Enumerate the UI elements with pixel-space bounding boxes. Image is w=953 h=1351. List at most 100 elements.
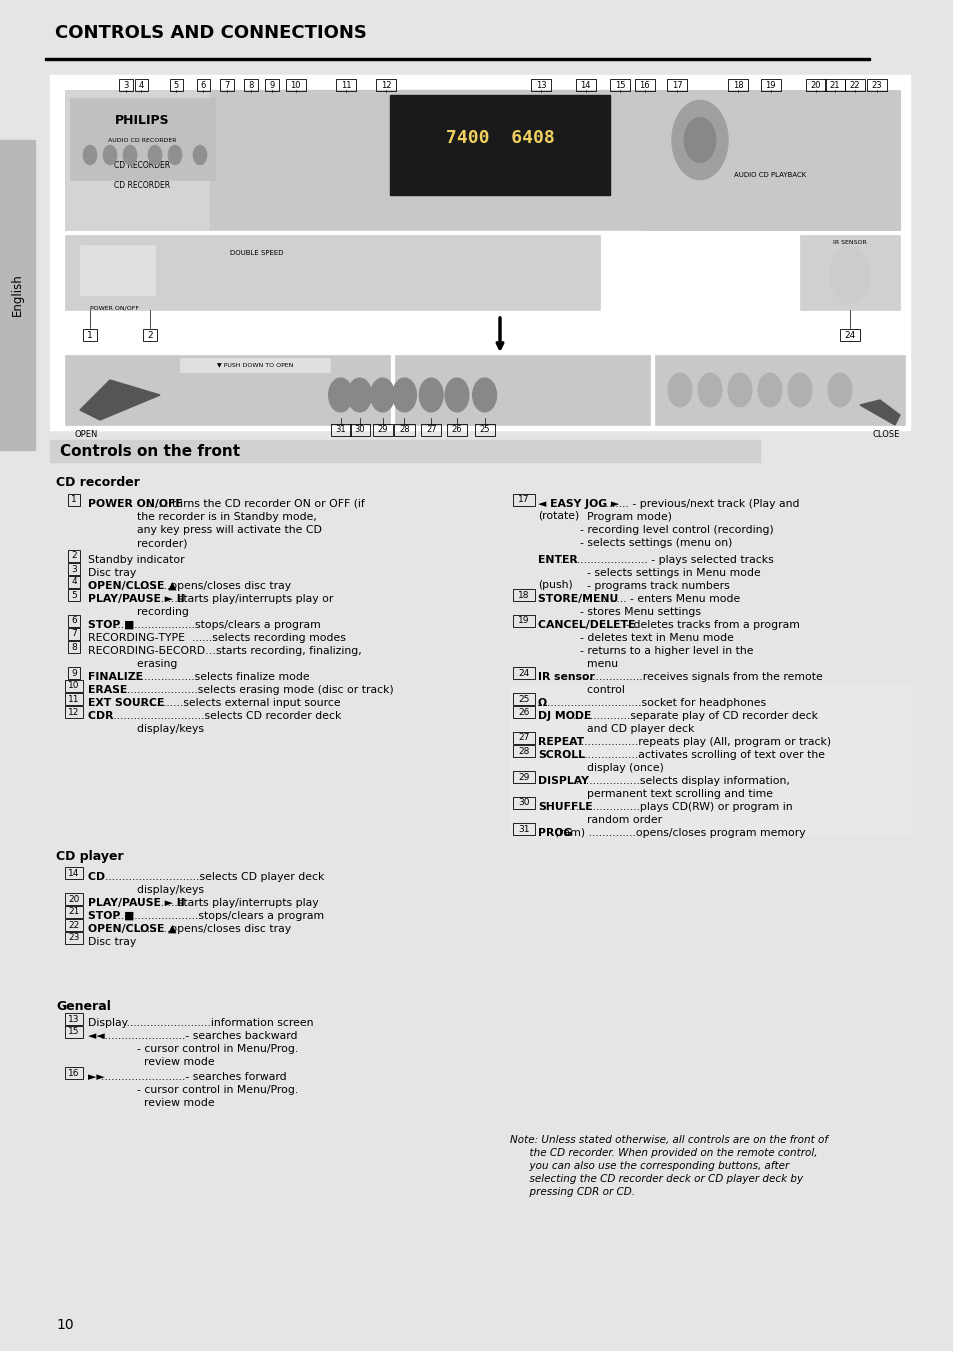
Bar	[45, 58, 869, 59]
Bar	[513, 693, 535, 705]
Text: 23: 23	[69, 934, 80, 943]
Text: 24: 24	[843, 331, 855, 339]
Text: - cursor control in Menu/Prog.: - cursor control in Menu/Prog.	[88, 1044, 298, 1054]
Bar	[68, 494, 80, 505]
Text: 22: 22	[848, 81, 860, 89]
Text: DJ MODE: DJ MODE	[537, 711, 595, 721]
Circle shape	[667, 373, 691, 407]
Bar	[65, 355, 390, 426]
Text: 15: 15	[69, 1028, 80, 1036]
Text: erasing: erasing	[88, 659, 177, 669]
Text: CLOSE: CLOSE	[872, 430, 899, 439]
Text: recording: recording	[88, 607, 189, 617]
Bar	[760, 78, 781, 91]
Text: REPEAT: REPEAT	[537, 738, 583, 747]
Text: - selects settings (menu on): - selects settings (menu on)	[537, 538, 732, 549]
Text: the recorder is in Standby mode,: the recorder is in Standby mode,	[88, 512, 316, 521]
Text: CD player: CD player	[56, 850, 124, 863]
Text: - recording level control (recording): - recording level control (recording)	[537, 526, 773, 535]
Bar	[667, 78, 686, 91]
Text: ......starts play/interrupts play: ......starts play/interrupts play	[153, 898, 317, 908]
Text: 1: 1	[71, 496, 77, 504]
Bar	[513, 589, 535, 601]
Text: 25: 25	[517, 694, 529, 704]
Bar	[644, 91, 899, 230]
Text: ......................repeats play (All, program or track): ......................repeats play (All,…	[563, 738, 830, 747]
Bar	[475, 424, 494, 436]
Bar	[65, 932, 83, 944]
Text: 13: 13	[69, 1015, 80, 1024]
Text: 2: 2	[71, 551, 77, 561]
Text: .......................... - plays selected tracks: .......................... - plays selec…	[559, 555, 773, 565]
Text: .........................- searches backward: .........................- searches back…	[101, 1031, 297, 1042]
Bar	[513, 494, 535, 505]
Text: .....................plays CD(RW) or program in: .....................plays CD(RW) or pro…	[568, 802, 791, 812]
Text: ........turns the CD recorder ON or OFF (if: ........turns the CD recorder ON or OFF …	[145, 499, 364, 509]
Text: 19: 19	[764, 81, 776, 89]
Text: 12: 12	[69, 708, 80, 716]
Bar	[134, 78, 148, 91]
Text: PLAY/PAUSE ► II: PLAY/PAUSE ► II	[88, 594, 185, 604]
Bar	[119, 78, 132, 91]
Text: 19: 19	[517, 616, 529, 626]
Text: permanent text scrolling and time: permanent text scrolling and time	[537, 789, 772, 798]
Bar	[80, 245, 154, 295]
Text: ENTER: ENTER	[537, 555, 578, 565]
Text: CD recorder: CD recorder	[56, 476, 140, 489]
Circle shape	[83, 145, 97, 165]
Text: 4: 4	[138, 81, 144, 89]
Text: ......................activates scrolling of text over the: ......................activates scrollin…	[563, 750, 824, 761]
Text: 31: 31	[335, 426, 346, 435]
Text: 31: 31	[517, 824, 529, 834]
Text: 3: 3	[71, 565, 77, 574]
Text: 16: 16	[639, 81, 650, 89]
Text: General: General	[56, 1000, 111, 1013]
Text: OPEN/CLOSE ▲: OPEN/CLOSE ▲	[88, 924, 176, 934]
Text: 22: 22	[69, 920, 79, 929]
Text: - selects settings in Menu mode: - selects settings in Menu mode	[537, 567, 760, 578]
Bar	[65, 893, 83, 905]
Bar	[65, 1067, 83, 1078]
Bar	[170, 78, 183, 91]
Circle shape	[472, 378, 497, 412]
Bar	[50, 76, 909, 430]
Text: RECORDING-ТYPE  ......selects recording modes: RECORDING-ТYPE ......selects recording m…	[88, 634, 346, 643]
Text: FINALIZE: FINALIZE	[88, 671, 147, 682]
Text: CANCEL/DELETE: CANCEL/DELETE	[537, 620, 639, 630]
Text: AUDIO CD RECORDER: AUDIO CD RECORDER	[108, 138, 176, 142]
Text: 29: 29	[517, 773, 529, 781]
Bar	[65, 235, 599, 309]
Bar	[83, 328, 96, 340]
Text: POWER ON/OFF: POWER ON/OFF	[88, 499, 186, 509]
Text: 9: 9	[71, 669, 77, 677]
Text: 17: 17	[517, 496, 529, 504]
Bar	[372, 424, 393, 436]
Bar	[0, 141, 35, 450]
Bar	[210, 91, 649, 230]
Text: you can also use the corresponding buttons, after: you can also use the corresponding butto…	[510, 1161, 788, 1171]
Text: pressing CDR or CD.: pressing CDR or CD.	[510, 1188, 635, 1197]
Text: 18: 18	[517, 590, 529, 600]
Text: 21: 21	[69, 908, 80, 916]
Circle shape	[683, 118, 716, 162]
Text: control: control	[537, 685, 624, 694]
Text: 14: 14	[579, 81, 591, 89]
Text: ◄ EASY JOG ►: ◄ EASY JOG ►	[537, 499, 622, 509]
Circle shape	[727, 373, 751, 407]
Text: ....... - deletes tracks from a program: ....... - deletes tracks from a program	[598, 620, 800, 630]
Text: menu: menu	[537, 659, 618, 669]
Text: 2: 2	[147, 331, 152, 339]
Text: 9: 9	[269, 81, 274, 89]
Text: 5: 5	[173, 81, 179, 89]
Text: - stores Menu settings: - stores Menu settings	[537, 607, 700, 617]
Bar	[68, 642, 80, 653]
Text: ......... - previous/next track (Play and: ......... - previous/next track (Play an…	[594, 499, 799, 509]
Circle shape	[827, 373, 851, 407]
Bar	[143, 328, 156, 340]
Text: PHILIPS: PHILIPS	[114, 113, 169, 127]
Bar	[65, 693, 83, 705]
Text: 25: 25	[478, 426, 490, 435]
Bar	[244, 78, 257, 91]
Text: 11: 11	[340, 81, 352, 89]
Text: ............................socket for headphones: ............................socket for h…	[546, 698, 765, 708]
